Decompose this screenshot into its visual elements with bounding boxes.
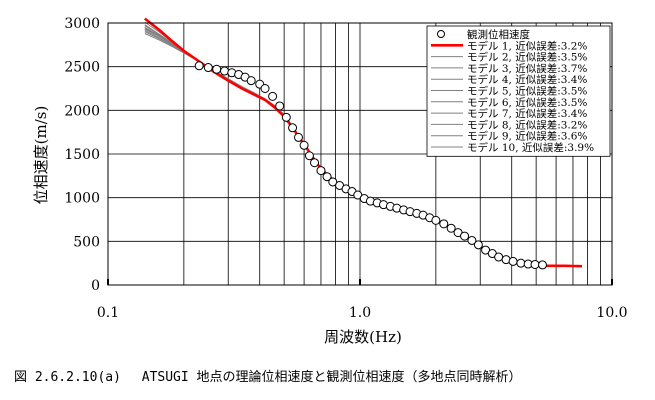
observed-point [467, 235, 477, 245]
observed-point [260, 84, 270, 93]
observed-point [446, 223, 456, 233]
legend-label-model-5: モデル 5, 近似誤差:3.5% [467, 85, 587, 98]
observed-point [530, 259, 540, 269]
legend-label-model-10: モデル 10, 近似誤差:3.9% [467, 141, 594, 154]
observed-point [299, 140, 309, 150]
legend-label-model-9: モデル 9, 近似誤差:3.6% [467, 130, 587, 143]
observed-point [494, 252, 504, 262]
observed-point [203, 63, 213, 73]
legend-label-model-8: モデル 8, 近似誤差:3.2% [467, 118, 587, 131]
observed-point [310, 158, 320, 168]
y-tick-label: 2500 [64, 60, 100, 76]
observed-point [293, 132, 303, 142]
observed-point [212, 64, 222, 74]
observed-points [194, 61, 548, 270]
observed-point [538, 260, 548, 270]
x-axis-ticks: 0.1 1.0 10.0 [97, 279, 628, 321]
observed-point [322, 172, 332, 182]
observed-point [281, 112, 291, 122]
legend-marker-observed [437, 30, 445, 38]
observed-point [473, 240, 483, 250]
observed-point [316, 166, 326, 176]
x-tick-label: 0.1 [97, 305, 119, 321]
y-tick-label: 0 [91, 278, 100, 294]
observed-point [288, 123, 298, 133]
legend-label-observed: 観測位相速度 [467, 28, 530, 41]
observed-point [304, 151, 314, 161]
x-tick-label: 10.0 [596, 305, 627, 321]
observed-point [431, 215, 441, 225]
observed-point [439, 219, 449, 229]
legend-label-model-1: モデル 1, 近似誤差:3.2% [467, 39, 587, 52]
y-tick-label: 500 [73, 234, 100, 250]
observed-point [508, 256, 518, 266]
legend-label-model-2: モデル 2, 近似誤差:3.5% [467, 51, 587, 64]
legend-label-model-7: モデル 7, 近似誤差:3.4% [467, 107, 587, 120]
observed-point [516, 258, 526, 268]
observed-point [246, 76, 256, 86]
observed-point [194, 61, 204, 71]
x-axis-label: 周波数(Hz) [324, 328, 402, 346]
observed-point [220, 66, 230, 76]
legend-box [426, 25, 611, 157]
observed-point [268, 91, 278, 101]
legend-label-model-3: モデル 3, 近似誤差:3.7% [467, 62, 587, 75]
y-tick-label: 2000 [64, 103, 100, 119]
y-axis-label: 位相速度(m/s) [32, 106, 50, 205]
x-tick-label: 1.0 [349, 305, 371, 321]
y-axis-ticks: 0 500 1000 1500 2000 2500 3000 [64, 16, 100, 294]
legend-label-model-4: モデル 4, 近似誤差:3.4% [467, 73, 587, 86]
legend-label-model-6: モデル 6, 近似誤差:3.5% [467, 96, 587, 109]
observed-point [460, 231, 470, 241]
y-tick-label: 1500 [64, 147, 100, 163]
y-tick-label: 3000 [64, 16, 100, 32]
figure-caption: 図 2.6.2.10(a) ATSUGI 地点の理論位相速度と観測位相速度（多地… [14, 370, 522, 385]
observed-point [275, 101, 285, 111]
y-tick-label: 1000 [64, 191, 100, 207]
